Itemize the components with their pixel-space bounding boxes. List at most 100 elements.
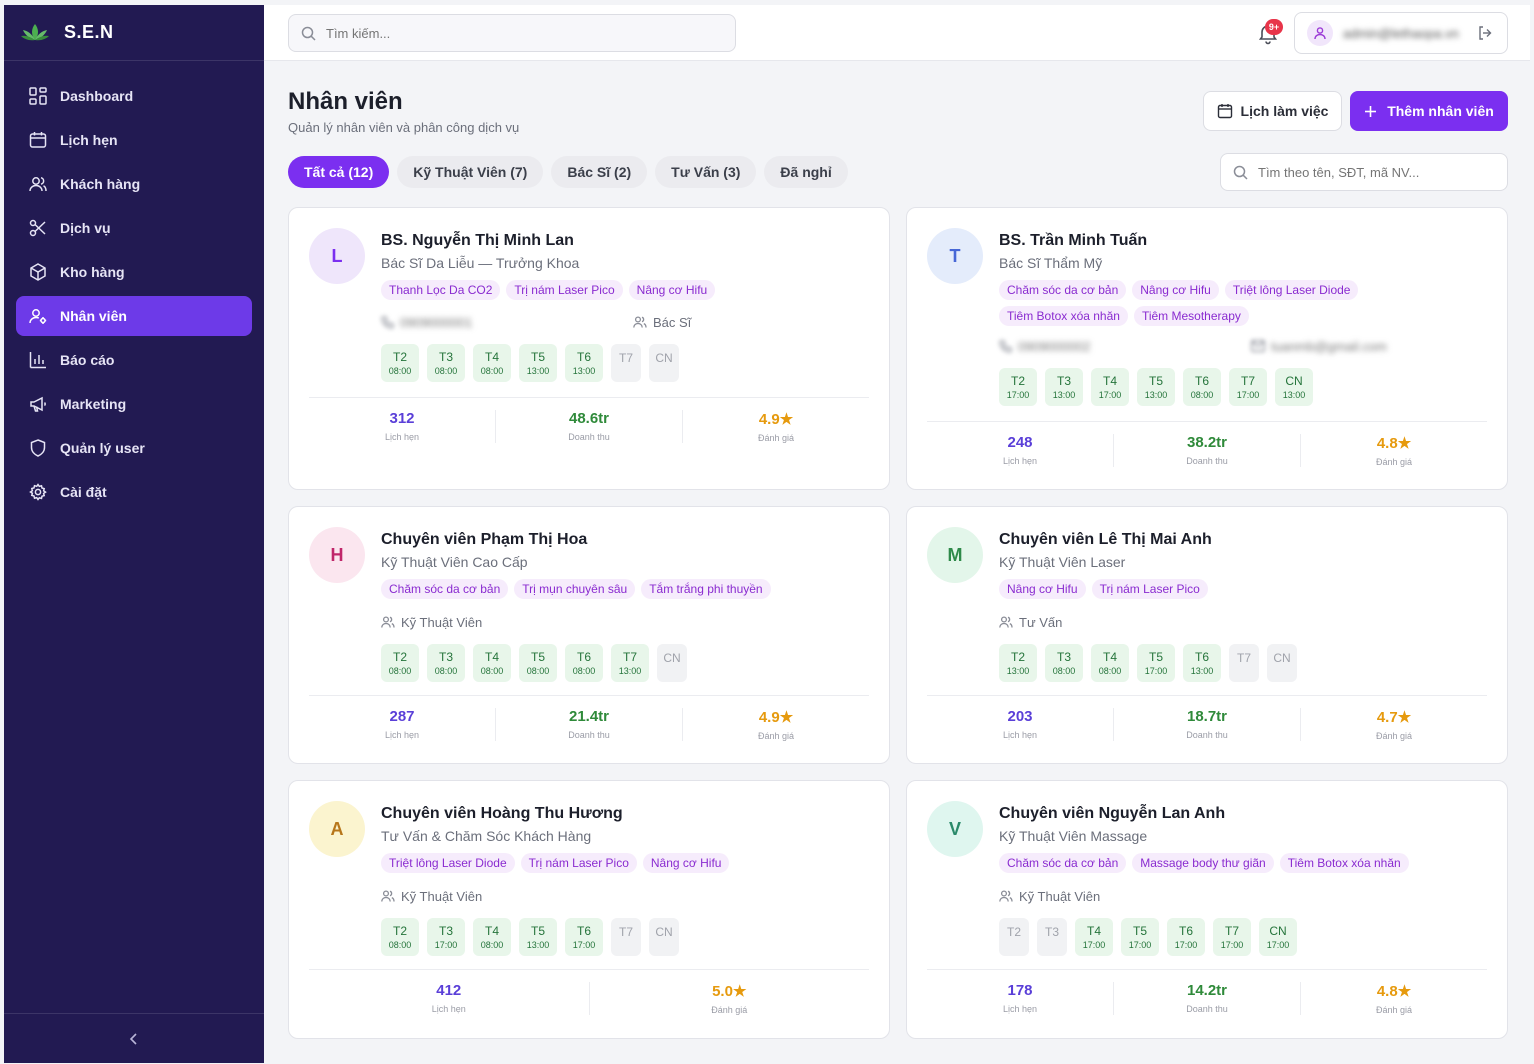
staff-search[interactable] xyxy=(1220,153,1508,191)
schedule-day[interactable]: T6 08:00 xyxy=(1183,368,1221,406)
day-label: T3 xyxy=(1044,925,1059,939)
sidebar-item-staff[interactable]: Nhân viên xyxy=(16,296,252,336)
schedule-day[interactable]: T2 08:00 xyxy=(381,918,419,956)
staff-name[interactable]: BS. Trần Minh Tuấn xyxy=(999,232,1148,249)
schedule-day[interactable]: T2 08:00 xyxy=(381,344,419,382)
schedule-day[interactable]: T6 17:00 xyxy=(565,918,603,956)
work-schedule: T2 08:00 T3 17:00 T4 08:00 T5 13:00 T6 17:00 T7 CN xyxy=(381,918,679,956)
schedule-day[interactable]: CN xyxy=(1267,644,1297,682)
schedule-day[interactable]: T5 13:00 xyxy=(1137,368,1175,406)
user-menu[interactable]: admin@lethaopa.vn xyxy=(1294,12,1508,54)
staff-card[interactable]: A Chuyên viên Hoàng Thu Hương Tư Vấn & Chă… xyxy=(288,780,890,1039)
schedule-day[interactable]: CN xyxy=(649,918,679,956)
day-time: 13:00 xyxy=(1282,390,1306,400)
sidebar-item-services[interactable]: Dịch vụ xyxy=(16,208,252,248)
schedule-day[interactable]: T2 17:00 xyxy=(999,368,1037,406)
schedule-day[interactable]: CN xyxy=(649,344,679,382)
sidebar-item-settings[interactable]: Cài đặt xyxy=(16,472,252,512)
stat-label: Doanh thu xyxy=(568,432,610,442)
schedule-day[interactable]: T3 08:00 xyxy=(1045,644,1083,682)
sidebar-item-user-management[interactable]: Quản lý user xyxy=(16,428,252,468)
tab-all[interactable]: Tất cả (12) xyxy=(288,156,390,188)
sidebar-item-customers[interactable]: Khách hàng xyxy=(16,164,252,204)
logout-icon[interactable] xyxy=(1477,25,1493,41)
schedule-day[interactable]: T3 13:00 xyxy=(1045,368,1083,406)
sidebar-nav: Dashboard Lịch hẹn Khách hàng Dịch vụ Kh… xyxy=(4,61,264,512)
sidebar-item-reports[interactable]: Báo cáo xyxy=(16,340,252,380)
global-search-input[interactable] xyxy=(326,25,706,41)
schedule-day[interactable]: T4 17:00 xyxy=(1075,918,1113,956)
schedule-day[interactable]: CN xyxy=(657,644,687,682)
tab-resigned[interactable]: Đã nghỉ xyxy=(764,156,848,188)
schedule-day[interactable]: T3 08:00 xyxy=(427,344,465,382)
sidebar-item-inventory[interactable]: Kho hàng xyxy=(16,252,252,292)
sidebar-item-appointments[interactable]: Lịch hẹn xyxy=(16,120,252,160)
stat-label: Doanh thu xyxy=(1186,456,1228,466)
sidebar: S.E.N Dashboard Lịch hẹn Khách hàng Dịch… xyxy=(4,5,264,1063)
global-search[interactable] xyxy=(288,14,736,52)
schedule-day[interactable]: CN 13:00 xyxy=(1275,368,1313,406)
schedule-day[interactable]: T7 xyxy=(611,918,641,956)
staff-search-input[interactable] xyxy=(1258,164,1498,180)
schedule-day[interactable]: T4 08:00 xyxy=(473,918,511,956)
search-icon xyxy=(301,26,316,41)
schedule-day[interactable]: T5 13:00 xyxy=(519,344,557,382)
schedule-day[interactable]: T4 17:00 xyxy=(1091,368,1129,406)
staff-card[interactable]: V Chuyên viên Nguyễn Lan Anh Kỹ Thuật Viên… xyxy=(906,780,1508,1039)
schedule-day[interactable]: T6 13:00 xyxy=(1183,644,1221,682)
schedule-day[interactable]: T3 17:00 xyxy=(427,918,465,956)
staff-name[interactable]: Chuyên viên Lê Thị Mai Anh xyxy=(999,531,1212,548)
day-label: T6 xyxy=(1194,374,1209,388)
staff-name[interactable]: Chuyên viên Hoàng Thu Hương xyxy=(381,805,623,822)
tab-doctors[interactable]: Bác Sĩ (2) xyxy=(551,156,648,188)
staff-name[interactable]: BS. Nguyễn Thị Minh Lan xyxy=(381,232,574,249)
staff-card[interactable]: L BS. Nguyễn Thị Minh Lan Bác Sĩ Da Liễu —… xyxy=(288,207,890,490)
schedule-day[interactable]: T3 08:00 xyxy=(427,644,465,682)
staff-name[interactable]: Chuyên viên Nguyễn Lan Anh xyxy=(999,805,1226,822)
day-label: T7 xyxy=(1236,651,1251,665)
person-icon xyxy=(381,616,395,628)
staff-card[interactable]: T BS. Trần Minh Tuấn Bác Sĩ Thẩm Mỹ Chăm só… xyxy=(906,207,1508,490)
tab-consultants[interactable]: Tư Vấn (3) xyxy=(655,156,757,188)
schedule-day[interactable]: T7 xyxy=(1229,644,1259,682)
stat-item: 178 Lịch hẹn xyxy=(927,982,1113,1015)
stat-value: 4.9★ xyxy=(758,709,794,726)
day-time: 08:00 xyxy=(526,666,550,676)
schedule-day[interactable]: T6 08:00 xyxy=(565,644,603,682)
schedule-day[interactable]: CN 17:00 xyxy=(1259,918,1297,956)
schedule-day[interactable]: T5 08:00 xyxy=(519,644,557,682)
schedule-day[interactable]: T7 17:00 xyxy=(1213,918,1251,956)
plus-icon xyxy=(1365,105,1377,117)
schedule-day[interactable]: T5 17:00 xyxy=(1121,918,1159,956)
person-icon xyxy=(999,616,1013,628)
schedule-day[interactable]: T4 08:00 xyxy=(1091,644,1129,682)
add-staff-button[interactable]: Thêm nhân viên xyxy=(1350,91,1508,131)
users-icon xyxy=(28,174,48,194)
schedule-day[interactable]: T6 17:00 xyxy=(1167,918,1205,956)
schedule-button[interactable]: Lịch làm việc xyxy=(1203,91,1342,131)
tab-technicians[interactable]: Kỹ Thuật Viên (7) xyxy=(397,156,544,188)
staff-name[interactable]: Chuyên viên Phạm Thị Hoa xyxy=(381,531,588,548)
schedule-day[interactable]: T3 xyxy=(1037,918,1067,956)
schedule-day[interactable]: T7 17:00 xyxy=(1229,368,1267,406)
service-tag: Massage body thư giãn xyxy=(1132,853,1274,873)
sidebar-item-dashboard[interactable]: Dashboard xyxy=(16,76,252,116)
schedule-day[interactable]: T5 17:00 xyxy=(1137,644,1175,682)
schedule-day[interactable]: T6 13:00 xyxy=(565,344,603,382)
schedule-day[interactable]: T4 08:00 xyxy=(473,644,511,682)
schedule-day[interactable]: T2 xyxy=(999,918,1029,956)
staff-role: Kỹ Thuật Viên Cao Cấp xyxy=(381,554,528,570)
schedule-day[interactable]: T7 13:00 xyxy=(611,644,649,682)
schedule-day[interactable]: T5 13:00 xyxy=(519,918,557,956)
sidebar-item-marketing[interactable]: Marketing xyxy=(16,384,252,424)
staff-card[interactable]: M Chuyên viên Lê Thị Mai Anh Kỹ Thuật Viên… xyxy=(906,506,1508,764)
brand[interactable]: S.E.N xyxy=(4,5,264,61)
schedule-day[interactable]: T2 13:00 xyxy=(999,644,1037,682)
day-label: T5 xyxy=(530,924,545,938)
staff-card[interactable]: H Chuyên viên Phạm Thị Hoa Kỹ Thuật Viên C… xyxy=(288,506,890,764)
schedule-day[interactable]: T7 xyxy=(611,344,641,382)
schedule-day[interactable]: T2 08:00 xyxy=(381,644,419,682)
schedule-day[interactable]: T4 08:00 xyxy=(473,344,511,382)
avatar: A xyxy=(309,801,365,857)
sidebar-collapse-button[interactable] xyxy=(4,1013,264,1063)
